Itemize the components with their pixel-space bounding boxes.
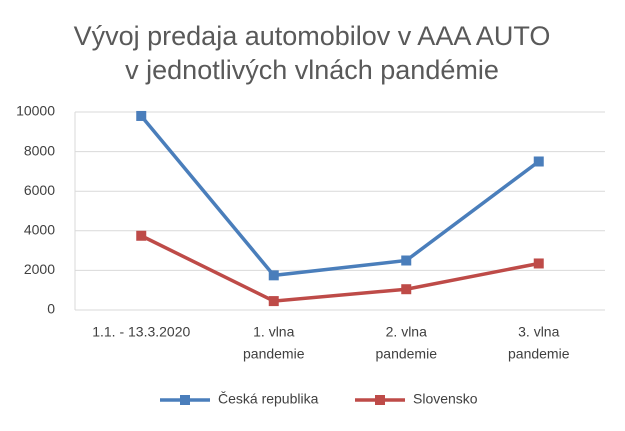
x-tick-label: 1. vlna: [253, 324, 294, 340]
y-tick-label: 8000: [24, 142, 55, 158]
legend-label: Česká republika: [218, 391, 319, 407]
series-line: [139, 114, 540, 278]
series-line: [140, 234, 540, 303]
x-tick-label: 1.1. - 13.3.2020: [92, 324, 190, 340]
x-tick-label: 2. vlna: [386, 324, 427, 340]
marker: [533, 156, 544, 167]
chart-title: Vývoj predaja automobilov v AAA AUTO: [74, 21, 551, 51]
marker: [268, 296, 279, 307]
legend-marker: [180, 395, 190, 405]
marker: [136, 110, 147, 121]
chart-title: v jednotlivých vlnách pandémie: [125, 55, 499, 85]
marker: [401, 255, 412, 266]
y-tick-label: 6000: [24, 182, 55, 198]
marker: [533, 258, 544, 269]
y-tick-label: 4000: [24, 222, 55, 238]
legend-marker: [375, 395, 385, 405]
x-tick-label: pandemie: [376, 346, 438, 362]
y-tick-label: 2000: [24, 261, 55, 277]
marker: [136, 230, 147, 241]
marker: [268, 270, 279, 281]
marker: [401, 284, 412, 295]
legend-label: Slovensko: [413, 391, 478, 407]
x-tick-label: 3. vlna: [518, 324, 559, 340]
y-tick-label: 10000: [16, 103, 55, 119]
y-tick-label: 0: [47, 301, 55, 317]
x-tick-label: pandemie: [508, 346, 570, 362]
x-tick-label: pandemie: [243, 346, 305, 362]
